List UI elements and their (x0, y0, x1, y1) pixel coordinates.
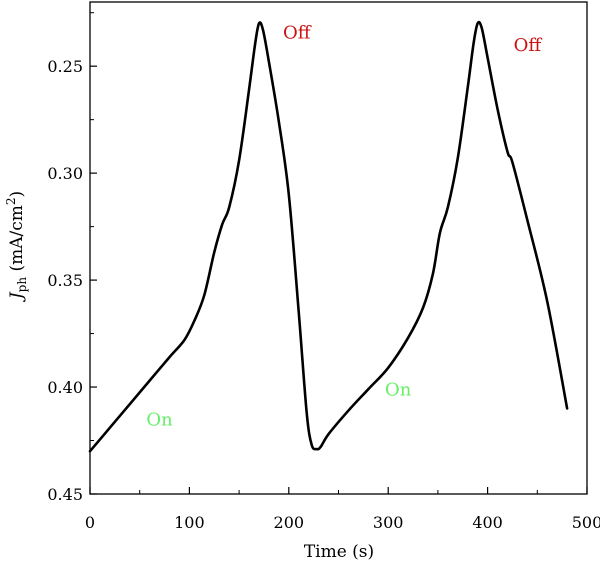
y-tick-label: 0.25 (47, 57, 83, 76)
y-tick-label: 0.35 (47, 271, 83, 290)
x-tick-label: 400 (472, 513, 503, 532)
y-tick-label: 0.30 (47, 164, 83, 183)
y-axis-title-subscript: ph (15, 277, 29, 293)
y-tick-label: 0.40 (47, 378, 83, 397)
y-tick-label: 0.45 (47, 485, 83, 504)
x-axis-title: Time (s) (304, 542, 374, 562)
annotation-label: Off (514, 35, 543, 56)
y-axis-title-symbol: J (7, 291, 27, 302)
y-axis-title: Jph (mA/cm2) (4, 191, 29, 302)
annotation-label: On (385, 380, 412, 401)
x-tick-label: 0 (85, 513, 95, 532)
plot-area: 0 100 200 300 400 500 0.25 0.30 0.35 0.40 0.45 On Of… (47, 1, 600, 532)
x-tick-label: 300 (373, 513, 404, 532)
series-line (88, 20, 569, 453)
y-axis-title-close: ) (7, 191, 27, 198)
y-axis-title-unit: (mA/cm (7, 205, 27, 277)
svg-text:Jph (mA/cm2): Jph (mA/cm2) (4, 191, 29, 302)
annotation-label: On (146, 410, 173, 431)
annotation-label: Off (283, 22, 312, 43)
x-tick-label: 100 (174, 513, 205, 532)
x-tick-label: 500 (572, 513, 600, 532)
y-axis-title-superscript: 2 (4, 197, 18, 205)
x-tick-label: 200 (274, 513, 305, 532)
